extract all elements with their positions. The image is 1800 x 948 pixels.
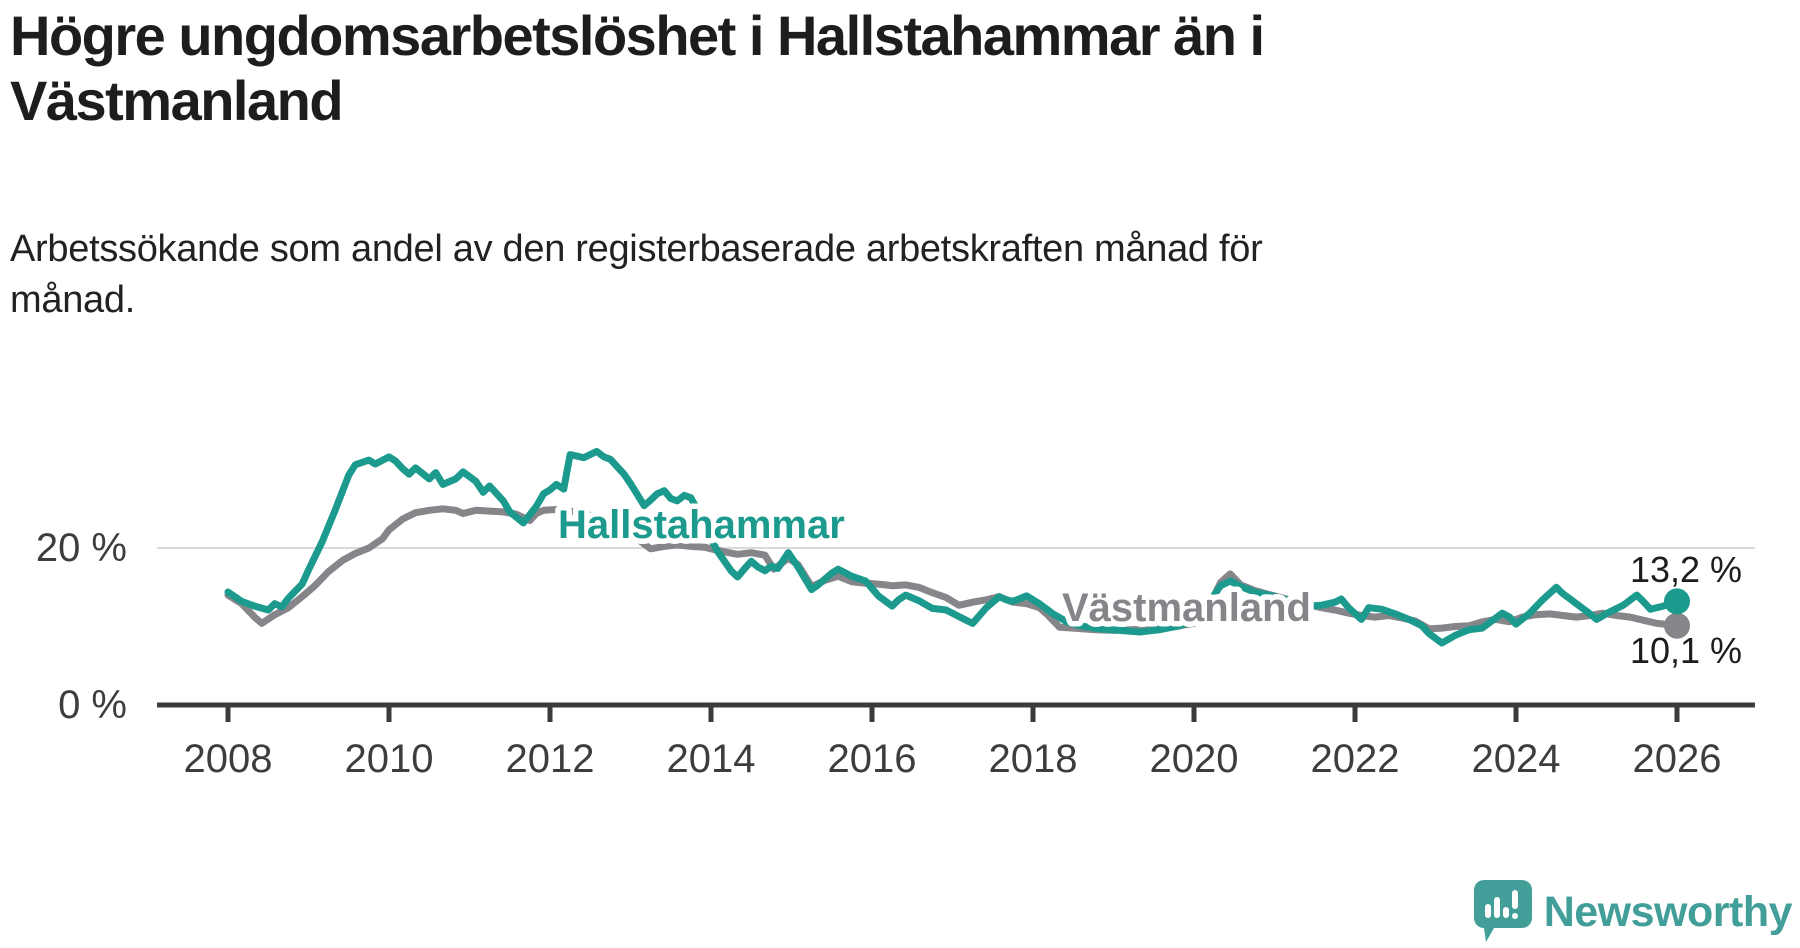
series-end-dot-hallstahammar [1664,588,1690,615]
series-line-västmanland [224,505,1681,634]
logo-bar-1 [1484,904,1491,918]
series-label-västmanland: Västmanland [1062,586,1311,630]
x-tick-label-2018: 2018 [989,737,1078,781]
end-value-label-hallstahammar: 13,2 % [1630,549,1742,590]
chart-subtitle-line2: månad. [10,279,135,322]
y-tick-label-20: 20 % [36,526,127,570]
x-tick-label-2016: 2016 [828,737,917,781]
newsworthy-logo: Newsworthy [1473,880,1793,944]
logo-exclamation-bar [1511,890,1518,909]
chart-subtitle: Arbetssökande som andel av den registerb… [10,224,1510,327]
chart-title-line1: Högre ungdomsarbetslöshet i Hallstahamma… [10,4,1265,67]
x-tick-label-2010: 2010 [345,737,434,781]
logo-exclamation-dot [1511,913,1518,919]
x-tick-label-2024: 2024 [1472,737,1561,781]
y-tick-label-0: 0 % [58,683,127,727]
chart-title-line2: Västmanland [10,68,344,132]
end-value-label-västmanland: 10,1 % [1630,630,1742,671]
brand-wordmark: Newsworthy [1543,887,1793,936]
x-tick-label-2026: 2026 [1633,737,1722,781]
x-tick-label-2014: 2014 [667,737,756,781]
logo-bar-2 [1493,897,1500,918]
series-label-hallstahammar: Hallstahammar [558,503,845,547]
chart-subtitle-line1: Arbetssökande som andel av den registerb… [10,228,1263,270]
series-end-dot-västmanland [1664,612,1690,639]
x-tick-label-2020: 2020 [1150,737,1239,781]
speech-bubble-bar-chart-icon [1473,880,1532,942]
series-line-hallstahammar [224,447,1681,647]
x-tick-label-2022: 2022 [1311,737,1400,781]
x-tick-label-2012: 2012 [506,737,595,781]
logo-bar-3 [1502,907,1509,918]
x-tick-label-2008: 2008 [184,737,273,781]
chart-title: Högre ungdomsarbetslöshet i Hallstahamma… [10,4,1570,134]
